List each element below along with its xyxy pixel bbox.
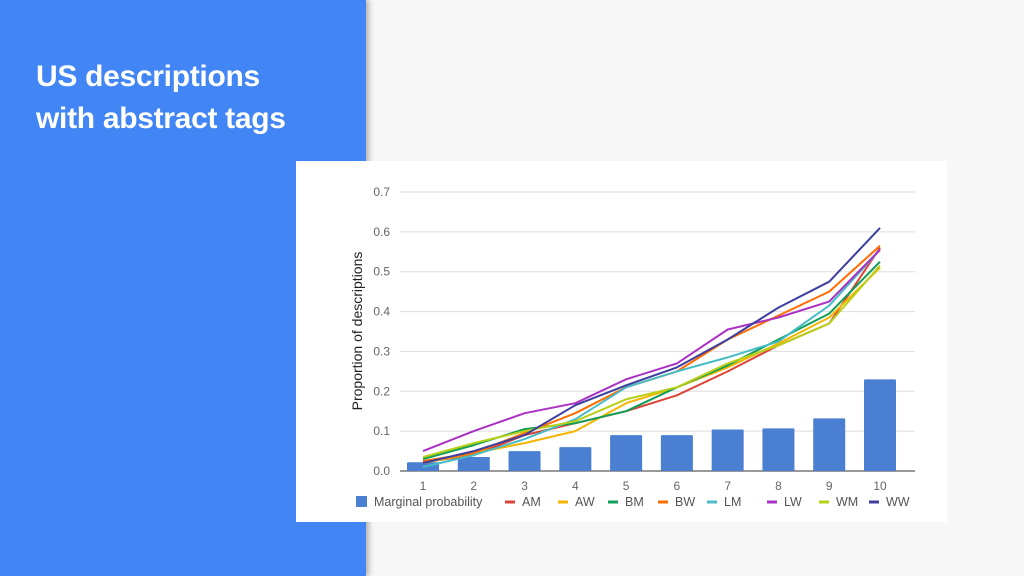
legend-label: WW — [886, 495, 910, 509]
legend-label: AW — [575, 495, 595, 509]
bar-marginal-probability — [508, 451, 541, 471]
y-tick-label: 0.7 — [373, 185, 390, 199]
x-tick-label: 6 — [674, 479, 681, 493]
y-axis-ticks: 0.0 0.1 0.2 0.3 0.4 0.5 0.6 0.7 — [373, 185, 390, 478]
line-aw — [422, 266, 881, 464]
legend-label: BW — [675, 495, 695, 509]
bar-marginal-probability — [457, 457, 490, 471]
y-tick-label: 0.1 — [373, 424, 390, 438]
legend-label: LM — [724, 495, 741, 509]
y-tick-label: 0.0 — [373, 464, 390, 478]
x-tick-label: 3 — [521, 479, 528, 493]
legend-label: BM — [625, 495, 644, 509]
legend-label: AM — [522, 495, 541, 509]
line-lw — [422, 249, 881, 453]
bar-marginal-probability — [864, 379, 896, 471]
slide-title-line-1: US descriptions — [36, 60, 260, 93]
x-axis-ticks: 1 2 3 4 5 6 7 8 9 10 — [420, 479, 887, 493]
y-axis-title: Proportion of descriptions — [349, 252, 365, 411]
x-tick-label: 7 — [724, 479, 731, 493]
y-tick-label: 0.6 — [373, 225, 390, 239]
chart-svg: 0.0 0.1 0.2 0.3 0.4 0.5 0.6 0.7 1 2 3 4 5 6 7 8 9 10 Pro… — [349, 185, 915, 509]
x-tick-label: 1 — [420, 479, 427, 493]
bar-marginal-probability — [610, 435, 643, 471]
legend: Marginal probability AM AW BM BW LM LW WM WW — [356, 495, 910, 509]
x-tick-label: 9 — [826, 479, 833, 493]
slide-title-line-2: with abstract tags — [36, 102, 286, 135]
bar-marginal-probability — [762, 428, 795, 471]
line-wm — [422, 265, 881, 459]
bar-marginal-probability — [711, 429, 744, 471]
bar-marginal-probability — [559, 447, 592, 471]
line-lm — [422, 249, 881, 468]
legend-label: WM — [836, 495, 858, 509]
bar-marginal-probability — [813, 418, 846, 471]
line-am — [422, 247, 881, 464]
y-tick-label: 0.2 — [373, 384, 390, 398]
x-tick-label: 2 — [470, 479, 477, 493]
line-ww — [422, 227, 881, 464]
legend-label: Marginal probability — [374, 495, 483, 509]
x-tick-label: 5 — [623, 479, 630, 493]
legend-label: LW — [784, 495, 802, 509]
x-tick-label: 4 — [572, 479, 579, 493]
x-tick-label: 8 — [775, 479, 782, 493]
y-tick-label: 0.5 — [373, 265, 390, 279]
bar-series — [407, 379, 896, 471]
slide-title: US descriptions with abstract tags — [36, 56, 286, 140]
line-series — [422, 227, 881, 468]
y-tick-label: 0.3 — [373, 344, 390, 358]
bar-marginal-probability — [660, 435, 693, 471]
x-tick-label: 10 — [873, 479, 887, 493]
chart-panel: 0.0 0.1 0.2 0.3 0.4 0.5 0.6 0.7 1 2 3 4 5 6 7 8 9 10 Pro… — [296, 161, 947, 522]
line-bw — [422, 245, 881, 462]
y-tick-label: 0.4 — [373, 305, 390, 319]
legend-swatch — [356, 496, 367, 507]
